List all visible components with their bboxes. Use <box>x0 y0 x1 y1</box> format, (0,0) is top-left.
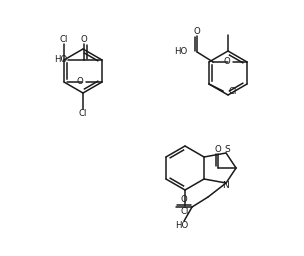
Text: Cl: Cl <box>60 35 68 44</box>
Text: HO: HO <box>175 221 189 230</box>
Text: O: O <box>181 196 188 205</box>
Text: HO: HO <box>54 56 68 65</box>
Text: O: O <box>76 78 83 87</box>
Text: O: O <box>81 35 88 44</box>
Text: O: O <box>215 145 221 155</box>
Text: N: N <box>222 182 228 190</box>
Text: S: S <box>224 145 230 155</box>
Text: Cl: Cl <box>181 207 189 216</box>
Text: O: O <box>223 58 230 67</box>
Text: Cl: Cl <box>79 110 87 119</box>
Text: O: O <box>194 27 200 36</box>
Text: HO: HO <box>174 48 187 57</box>
Text: Cl: Cl <box>228 87 237 96</box>
